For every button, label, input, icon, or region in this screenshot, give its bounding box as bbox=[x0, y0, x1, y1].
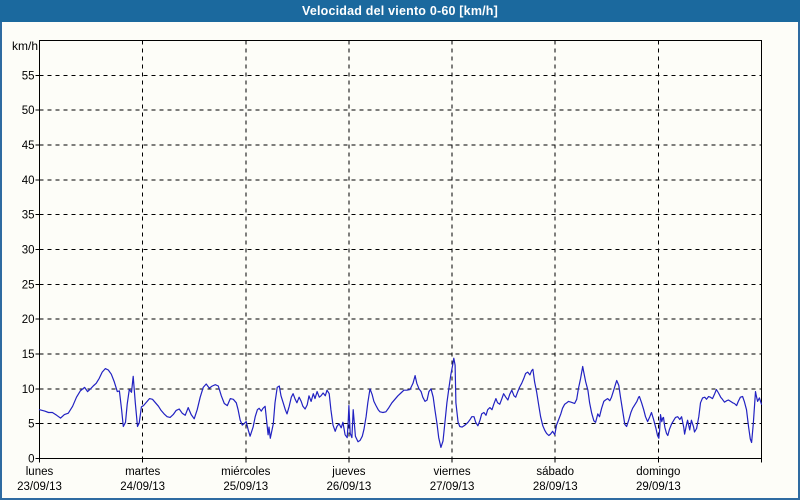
x-day-date-label: 24/09/13 bbox=[120, 481, 165, 493]
x-day-name-label: domingo bbox=[636, 466, 680, 478]
x-day-name-label: lunes bbox=[26, 466, 54, 478]
y-tick-label: 35 bbox=[22, 210, 35, 222]
plot-border bbox=[39, 40, 762, 459]
y-tick-label: 10 bbox=[22, 384, 35, 396]
y-tick-label: 20 bbox=[22, 314, 35, 326]
y-tick-label: 30 bbox=[22, 245, 35, 257]
y-tick-label: 5 bbox=[28, 419, 34, 431]
x-day-date-label: 27/09/13 bbox=[430, 481, 475, 493]
x-day-date-label: 28/09/13 bbox=[533, 481, 578, 493]
y-axis-unit-label: km/h bbox=[11, 39, 38, 53]
x-day-name-label: martes bbox=[125, 466, 160, 478]
chart-frame bbox=[0, 22, 800, 500]
y-tick-label: 0 bbox=[28, 454, 34, 466]
x-day-name-label: jueves bbox=[331, 466, 365, 478]
x-day-date-label: 25/09/13 bbox=[223, 481, 268, 493]
y-tick-label: 15 bbox=[22, 349, 35, 361]
x-day-date-label: 29/09/13 bbox=[636, 481, 681, 493]
y-tick-label: 40 bbox=[22, 175, 35, 187]
chart-title: Velocidad del viento 0-60 [km/h] bbox=[301, 4, 499, 18]
x-day-name-label: viernes bbox=[434, 466, 471, 478]
chart-title-bar: Velocidad del viento 0-60 [km/h] bbox=[0, 0, 800, 22]
y-tick-label: 55 bbox=[22, 70, 35, 82]
y-tick-label: 25 bbox=[22, 279, 35, 291]
y-tick-label: 45 bbox=[22, 140, 35, 152]
x-day-name-label: miércoles bbox=[221, 466, 270, 478]
x-day-name-label: sábado bbox=[536, 466, 574, 478]
x-day-date-label: 23/09/13 bbox=[17, 481, 62, 493]
wind-speed-series-line bbox=[38, 357, 763, 448]
x-day-date-label: 26/09/13 bbox=[327, 481, 372, 493]
y-tick-label: 50 bbox=[22, 105, 35, 117]
